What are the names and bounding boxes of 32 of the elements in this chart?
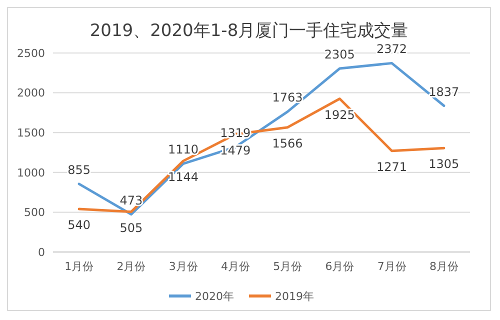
y-tick-label: 2000: [17, 86, 45, 100]
legend-label: 2020年: [195, 290, 234, 303]
data-label: 1479: [220, 143, 251, 158]
data-label: 2305: [324, 48, 355, 62]
data-label: 1144: [168, 170, 199, 184]
data-label: 855: [68, 162, 91, 177]
data-label: 1837: [428, 84, 460, 99]
data-label: 473: [120, 193, 143, 208]
x-tick-label: 2月份: [116, 260, 146, 273]
data-label: 1566: [272, 136, 303, 150]
x-tick-label: 7月份: [377, 260, 406, 273]
x-tick-label: 5月份: [273, 260, 302, 273]
x-tick-label: 6月份: [325, 260, 354, 273]
data-label: 1925: [324, 108, 355, 122]
y-tick-label: 2500: [17, 46, 45, 60]
y-tick-label: 0: [38, 246, 45, 259]
data-label: 505: [120, 220, 143, 235]
data-label: 1305: [428, 157, 460, 172]
x-tick-label: 3月份: [168, 260, 198, 273]
x-tick-label: 8月份: [429, 260, 458, 273]
legend-label: 2019年: [275, 290, 314, 303]
data-label: 2372: [376, 42, 408, 56]
y-tick-label: 1000: [17, 166, 45, 180]
x-tick-label: 1月份: [64, 260, 94, 273]
data-label: 1763: [272, 90, 303, 105]
data-label: 540: [68, 218, 91, 232]
x-tick-label: 4月份: [220, 260, 250, 273]
y-tick-label: 1500: [17, 126, 45, 140]
data-label: 1110: [168, 142, 199, 157]
y-tick-label: 500: [24, 206, 45, 220]
chart-title: 2019、2020年1-8月厦门一手住宅成交量: [90, 21, 408, 41]
data-label: 1271: [376, 160, 408, 174]
